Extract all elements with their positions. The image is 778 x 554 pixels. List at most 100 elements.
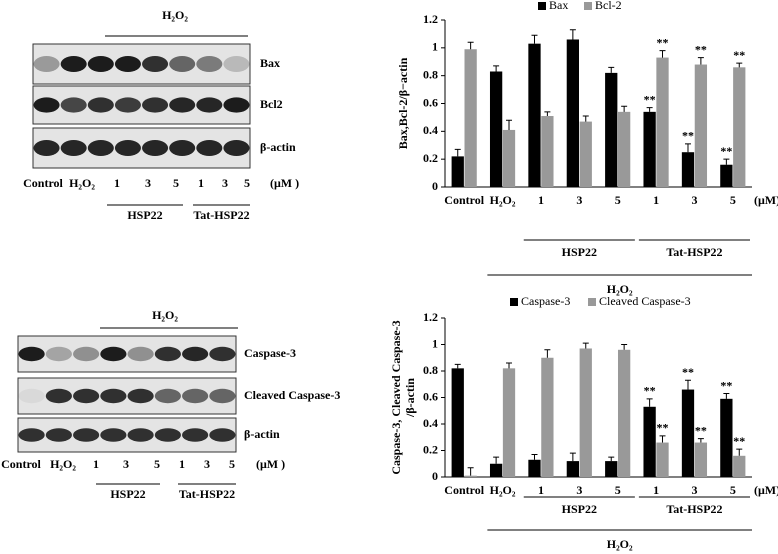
- y-tick-label: 0.8: [423, 67, 438, 81]
- bar: [451, 156, 464, 187]
- error-bar: [659, 50, 666, 58]
- blot-band: [114, 56, 141, 72]
- error-bar: [608, 66, 615, 73]
- bar: [541, 116, 554, 187]
- y-tick-label: 0: [432, 469, 438, 483]
- legend-label: Bcl-2: [595, 0, 622, 12]
- error-bar: [684, 379, 691, 390]
- legend-swatch: [510, 298, 518, 306]
- y-tick-label: 1.2: [423, 310, 438, 324]
- group-label: Tat-HSP22: [179, 487, 235, 501]
- bar: [617, 111, 631, 187]
- bar: [681, 389, 695, 477]
- bar: [681, 152, 695, 187]
- bar: [528, 43, 541, 188]
- y-tick-label: 0.8: [423, 363, 438, 377]
- y-tick-label: 0.4: [423, 416, 438, 430]
- error-bar: [454, 363, 461, 369]
- blot-band: [18, 388, 45, 404]
- group-label: HSP22: [562, 245, 597, 259]
- error-bar: [531, 34, 538, 44]
- error-bar: [736, 448, 743, 456]
- error-bar: [621, 344, 628, 350]
- x-tick-label: 1: [538, 483, 544, 497]
- group-label: Tat-HSP22: [666, 502, 722, 516]
- y-axis-label: Caspase-3, Cleaved Caspase-3: [389, 320, 403, 474]
- error-bar: [684, 143, 691, 153]
- bar: [617, 349, 631, 477]
- blot-row-label: β-actin: [244, 427, 280, 441]
- group-label: HSP22: [127, 208, 162, 222]
- blot-band: [33, 56, 60, 72]
- error-bar: [608, 456, 615, 462]
- blot-band: [114, 97, 141, 113]
- blot-band: [33, 97, 60, 113]
- lane-label: 3: [222, 176, 228, 190]
- bar: [451, 368, 464, 477]
- x-tick-label: 1: [653, 193, 659, 207]
- blot-band: [169, 140, 196, 156]
- blot-row-label: Cleaved Caspase-3: [244, 388, 340, 402]
- unit-label: (μM): [754, 193, 778, 207]
- error-bar: [582, 342, 589, 349]
- blot-band: [142, 56, 169, 72]
- error-bar: [723, 393, 730, 399]
- x-tick-label: H₂O₂: [490, 193, 516, 207]
- x-tick-label: Control: [444, 193, 484, 207]
- lane-label: 3: [123, 457, 129, 471]
- x-tick-label: 5: [730, 483, 736, 497]
- significance-label: **: [695, 42, 707, 56]
- y-tick-label: 0.6: [423, 95, 438, 109]
- bar: [733, 455, 746, 477]
- significance-label: **: [695, 423, 707, 437]
- lane-label: 5: [173, 176, 179, 190]
- blot-band: [196, 56, 223, 72]
- bar: [541, 357, 554, 477]
- bar: [566, 39, 580, 187]
- blot-band: [209, 346, 236, 362]
- blot-band: [169, 97, 196, 113]
- bar: [528, 459, 541, 477]
- blot-row-label: Bcl2: [260, 97, 283, 111]
- blot-band: [60, 56, 87, 72]
- y-tick-label: 0: [432, 179, 438, 193]
- error-bar: [467, 467, 474, 476]
- blot-band: [154, 388, 181, 404]
- significance-label: **: [720, 378, 732, 392]
- error-bar: [659, 435, 666, 443]
- y-tick-label: 0.2: [423, 151, 438, 165]
- bar: [643, 406, 656, 477]
- blot-band: [100, 346, 127, 362]
- lane-label: H₂O₂: [69, 176, 95, 190]
- bar: [656, 57, 669, 188]
- blot-band: [87, 140, 114, 156]
- blot-band: [223, 56, 250, 72]
- legend-label: Bax: [549, 0, 568, 12]
- blot-band: [60, 97, 87, 113]
- bar: [579, 348, 592, 477]
- y-axis-label: Bax,Bcl-2/β−actin: [396, 57, 410, 149]
- error-bar: [544, 349, 551, 358]
- x-tick-label: 3: [576, 193, 582, 207]
- lane-label: H₂O₂: [50, 457, 76, 471]
- blot-band: [100, 388, 127, 404]
- error-bar: [569, 452, 576, 462]
- blot-band: [196, 97, 223, 113]
- blot-row-label: Caspase-3: [244, 346, 296, 360]
- group-label: HSP22: [562, 502, 597, 516]
- outer-group-label: H₂O₂: [607, 537, 633, 551]
- blot-band: [223, 97, 250, 113]
- blot-band: [45, 388, 72, 404]
- bar: [605, 72, 618, 187]
- lane-label: Control: [1, 457, 41, 471]
- blot-band: [73, 346, 100, 362]
- x-tick-label: 3: [576, 483, 582, 497]
- y-tick-label: 0.4: [423, 123, 438, 137]
- error-bar: [506, 119, 513, 130]
- blot-band: [209, 428, 236, 442]
- x-tick-label: 1: [538, 193, 544, 207]
- blot-band: [154, 428, 181, 442]
- error-bar: [506, 362, 513, 369]
- error-bar: [467, 41, 474, 50]
